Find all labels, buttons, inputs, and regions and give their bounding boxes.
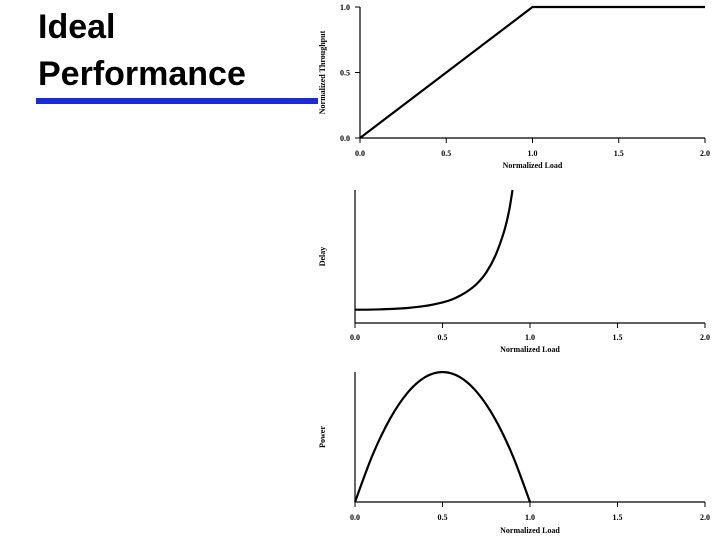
chart-2-x-axis-label: Normalized Load xyxy=(500,345,560,354)
chart-1-x-tick-label: 0.0 xyxy=(355,149,365,158)
chart-2-x-tick-label: 0.5 xyxy=(438,333,448,342)
chart-3-x-tick-label: 0.0 xyxy=(350,513,360,522)
chart-3-x-axis-label: Normalized Load xyxy=(500,526,560,535)
chart-1-y-tick-label: 1.0 xyxy=(340,3,350,12)
chart-1-x-axis-label: Normalized Load xyxy=(503,161,563,170)
chart-1-series-line-1 xyxy=(359,5,705,139)
title-underline xyxy=(36,98,318,104)
chart-1-y-tick-label: 0.0 xyxy=(340,134,350,143)
chart-3-x-tick-label: 2.0 xyxy=(700,513,710,522)
slide-title-line-2: Performance xyxy=(38,55,246,93)
chart-2-series-line-1 xyxy=(354,189,514,311)
chart-1-y-tick-label: 0.5 xyxy=(340,69,350,78)
chart-3-x-tick-label: 1.0 xyxy=(525,513,535,522)
chart-1-x-tick-label: 2.0 xyxy=(700,149,710,158)
chart-2-x-tick-label: 1.5 xyxy=(613,333,623,342)
chart-2-x-tick-label: 1.0 xyxy=(525,333,535,342)
chart-3-series-line-1 xyxy=(353,370,532,503)
chart-1-x-tick-label: 1.5 xyxy=(614,149,624,158)
chart-1-y-axis-label: Normalized Throughput xyxy=(318,30,327,114)
chart-3-y-axis-label: Power xyxy=(318,426,327,448)
slide-title: Ideal Performance xyxy=(38,4,308,98)
chart-2-x-tick-label: 2.0 xyxy=(700,333,710,342)
chart-2-x-tick-label: 0.0 xyxy=(350,333,360,342)
chart-3-x-tick-label: 0.5 xyxy=(438,513,448,522)
chart-1-x-tick-label: 1.0 xyxy=(528,149,538,158)
chart-1-x-tick-label: 0.5 xyxy=(441,149,451,158)
slide-title-line-1: Ideal xyxy=(38,8,116,46)
chart-2-y-axis-label: Delay xyxy=(318,247,327,267)
chart-3-x-tick-label: 1.5 xyxy=(613,513,623,522)
